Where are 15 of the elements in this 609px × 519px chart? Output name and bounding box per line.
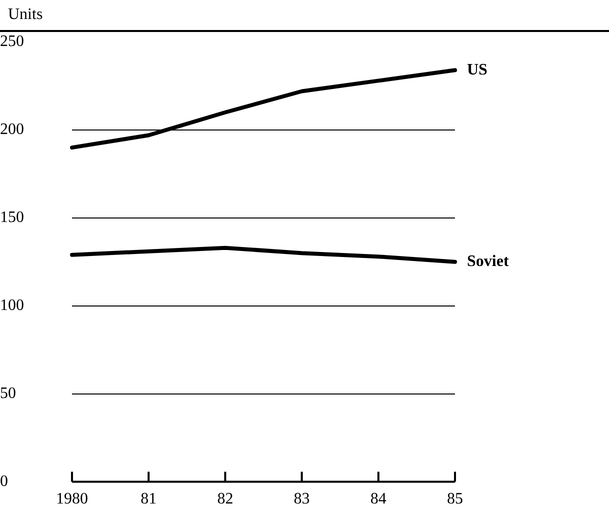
x-tick-label: 83: [294, 490, 310, 508]
y-axis-title: Units: [8, 6, 43, 24]
series-label: US: [467, 61, 488, 78]
series-label: Soviet: [467, 253, 510, 270]
x-tick-label: 84: [370, 490, 386, 508]
x-tick-label: 85: [447, 490, 463, 508]
y-tick-label: 150: [0, 209, 24, 226]
y-tick-label: 50: [0, 385, 16, 402]
y-tick-label: 0: [0, 473, 8, 490]
y-tick-label: 250: [0, 33, 24, 50]
y-tick-label: 200: [0, 121, 24, 138]
y-tick-label: 100: [0, 297, 24, 314]
x-tick-label: 1980: [56, 490, 88, 508]
x-tick-label: 82: [217, 490, 234, 508]
x-tick-label: 81: [140, 490, 157, 508]
